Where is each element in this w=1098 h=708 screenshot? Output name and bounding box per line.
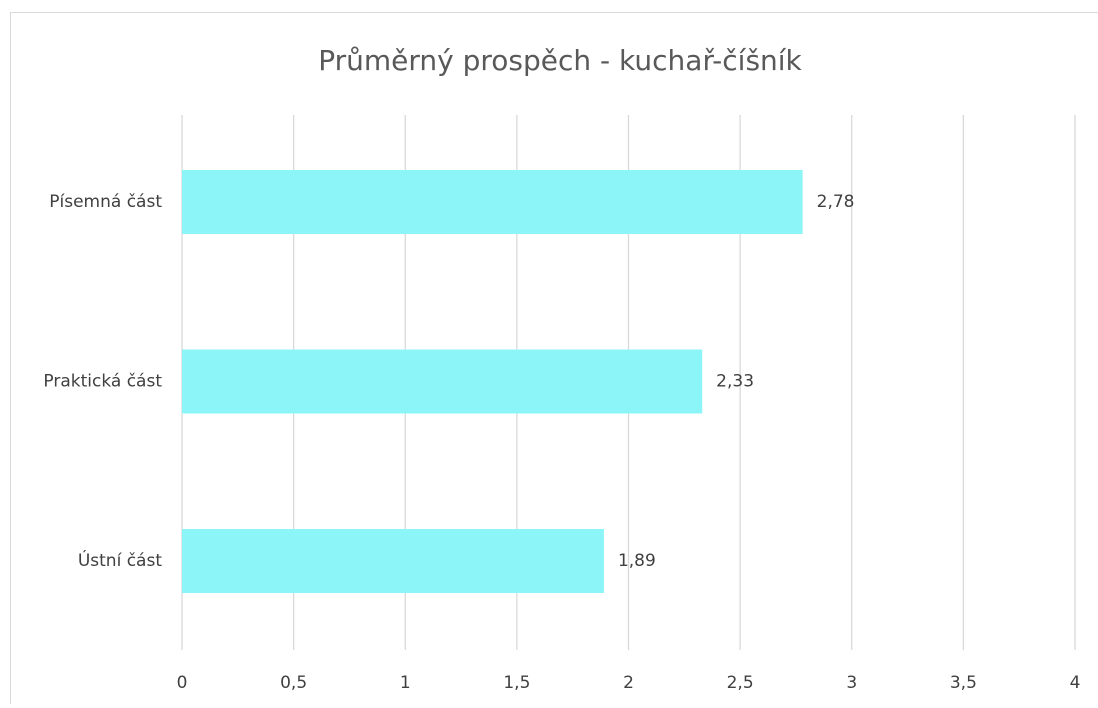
x-tick-label: 1,5 — [503, 673, 530, 693]
x-tick-label: 1 — [400, 673, 411, 693]
data-label: 1,89 — [618, 551, 656, 571]
y-tick-label: Praktická část — [43, 372, 162, 392]
x-tick-label: 3,5 — [950, 673, 977, 693]
bar — [182, 350, 702, 414]
y-tick-label: Písemná část — [49, 192, 162, 212]
bar — [182, 170, 803, 234]
x-tick-label: 2 — [623, 673, 634, 693]
x-tick-label: 3 — [846, 673, 857, 693]
chart-title: Průměrný prospěch - kuchař-číšník — [318, 44, 802, 77]
y-tick-label: Ústní část — [78, 549, 162, 571]
x-tick-label: 4 — [1070, 673, 1081, 693]
data-label: 2,78 — [817, 192, 855, 212]
x-tick-label: 0 — [177, 673, 188, 693]
bar — [182, 529, 604, 593]
x-tick-label: 0,5 — [280, 673, 307, 693]
data-label: 2,33 — [716, 372, 754, 392]
x-tick-label: 2,5 — [727, 673, 754, 693]
